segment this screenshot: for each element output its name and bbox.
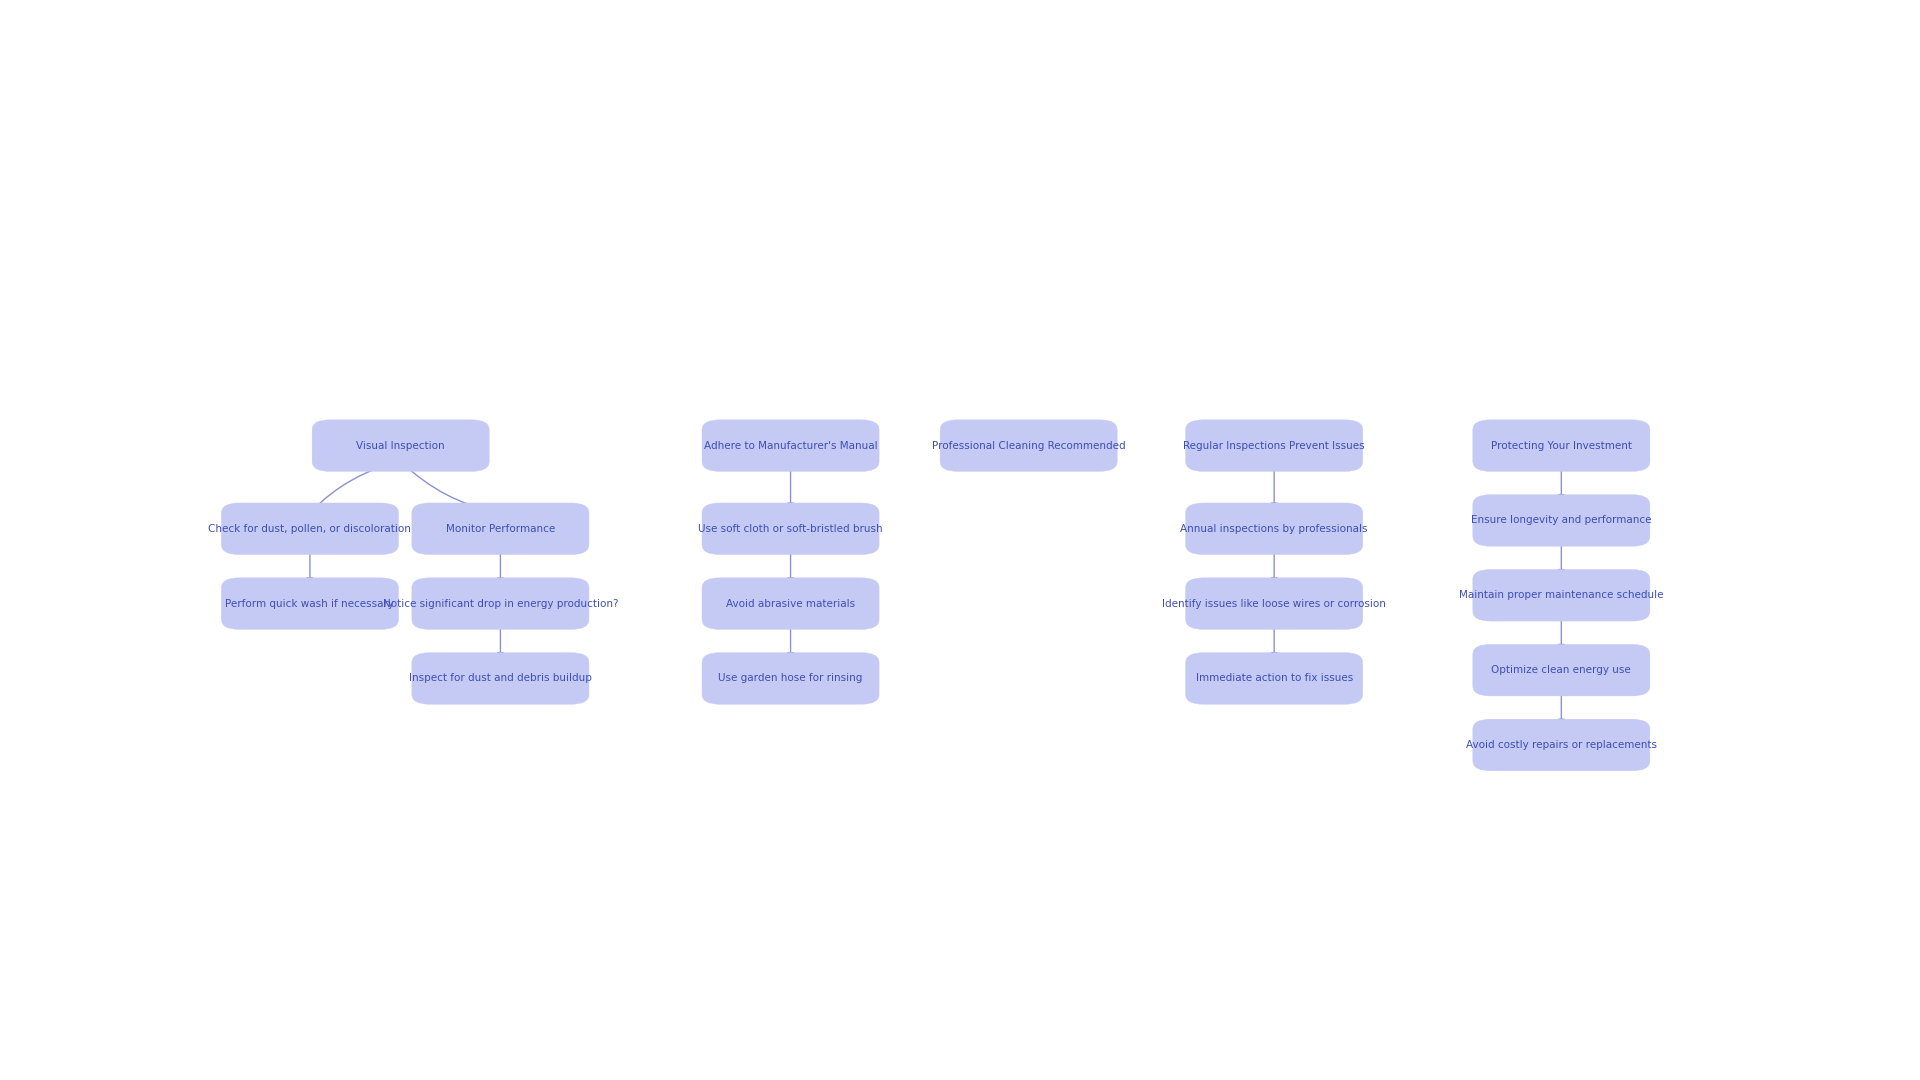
Text: Protecting Your Investment: Protecting Your Investment: [1490, 441, 1632, 450]
FancyBboxPatch shape: [1473, 719, 1649, 771]
Text: Inspect for dust and debris buildup: Inspect for dust and debris buildup: [409, 674, 591, 684]
Text: Use soft cloth or soft-bristled brush: Use soft cloth or soft-bristled brush: [699, 524, 883, 534]
Text: Use garden hose for rinsing: Use garden hose for rinsing: [718, 674, 862, 684]
FancyBboxPatch shape: [221, 503, 399, 554]
Text: Ensure longevity and performance: Ensure longevity and performance: [1471, 515, 1651, 526]
FancyBboxPatch shape: [703, 578, 879, 630]
Text: Optimize clean energy use: Optimize clean energy use: [1492, 665, 1632, 675]
Text: Annual inspections by professionals: Annual inspections by professionals: [1181, 524, 1367, 534]
FancyBboxPatch shape: [1187, 578, 1363, 630]
FancyBboxPatch shape: [1187, 503, 1363, 554]
FancyBboxPatch shape: [1473, 569, 1649, 621]
FancyBboxPatch shape: [1473, 645, 1649, 696]
FancyBboxPatch shape: [1473, 495, 1649, 546]
FancyBboxPatch shape: [313, 420, 490, 471]
Text: Monitor Performance: Monitor Performance: [445, 524, 555, 534]
FancyBboxPatch shape: [703, 652, 879, 704]
Text: Check for dust, pollen, or discoloration: Check for dust, pollen, or discoloration: [209, 524, 411, 534]
Text: Avoid abrasive materials: Avoid abrasive materials: [726, 598, 854, 609]
FancyBboxPatch shape: [413, 578, 589, 630]
FancyBboxPatch shape: [703, 420, 879, 471]
Text: Visual Inspection: Visual Inspection: [357, 441, 445, 450]
Text: Perform quick wash if necessary: Perform quick wash if necessary: [225, 598, 394, 609]
FancyBboxPatch shape: [1473, 420, 1649, 471]
Text: Maintain proper maintenance schedule: Maintain proper maintenance schedule: [1459, 591, 1663, 600]
Text: Regular Inspections Prevent Issues: Regular Inspections Prevent Issues: [1183, 441, 1365, 450]
FancyBboxPatch shape: [413, 652, 589, 704]
Text: Adhere to Manufacturer's Manual: Adhere to Manufacturer's Manual: [705, 441, 877, 450]
FancyBboxPatch shape: [221, 578, 399, 630]
Text: Professional Cleaning Recommended: Professional Cleaning Recommended: [931, 441, 1125, 450]
FancyBboxPatch shape: [703, 503, 879, 554]
FancyBboxPatch shape: [413, 503, 589, 554]
Text: Immediate action to fix issues: Immediate action to fix issues: [1196, 674, 1354, 684]
FancyBboxPatch shape: [1187, 420, 1363, 471]
FancyBboxPatch shape: [1187, 652, 1363, 704]
FancyBboxPatch shape: [941, 420, 1117, 471]
Text: Notice significant drop in energy production?: Notice significant drop in energy produc…: [382, 598, 618, 609]
Text: Avoid costly repairs or replacements: Avoid costly repairs or replacements: [1465, 740, 1657, 750]
Text: Identify issues like loose wires or corrosion: Identify issues like loose wires or corr…: [1162, 598, 1386, 609]
